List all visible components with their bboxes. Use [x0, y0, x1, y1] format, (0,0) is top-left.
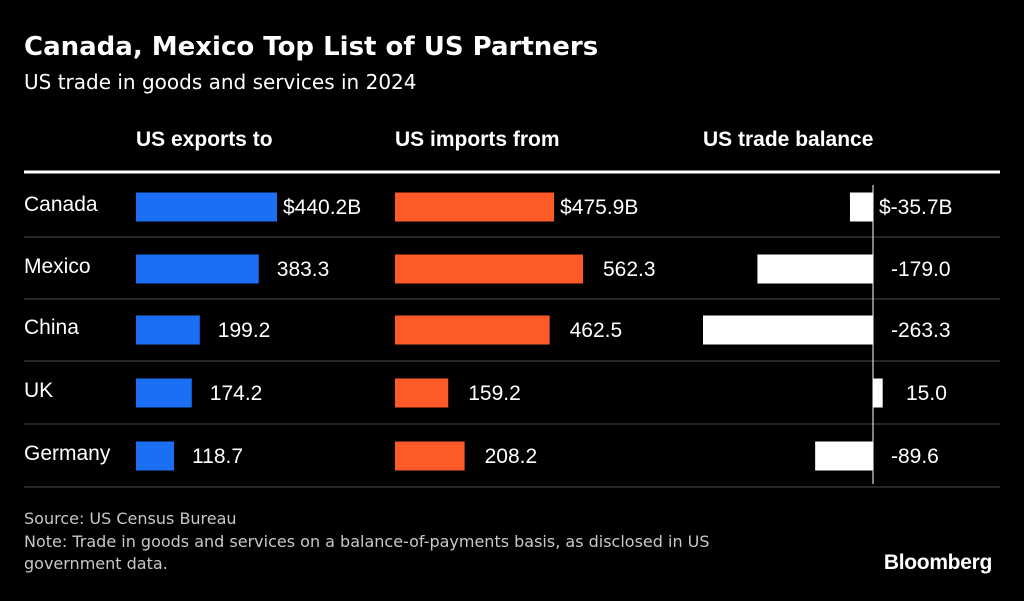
import-bar	[395, 315, 550, 345]
panel-header: US imports from	[395, 128, 560, 151]
export-value-label: 174.2	[210, 382, 263, 405]
balance-bar	[873, 378, 883, 408]
panel-header: US exports to	[136, 128, 273, 151]
export-value-label: 118.7	[192, 445, 243, 468]
category-label: UK	[24, 379, 53, 402]
bloomberg-logo: Bloomberg	[883, 551, 992, 574]
export-bar	[136, 192, 277, 222]
import-bar	[395, 192, 555, 222]
balance-value-label: -263.3	[891, 319, 951, 342]
chart-title: Canada, Mexico Top List of US Partners	[24, 32, 599, 62]
export-bar	[136, 315, 200, 345]
source-note: Source: US Census Bureau	[24, 509, 237, 528]
balance-bar	[703, 315, 873, 345]
trade-chart: US exports to US imports from US trade bal…	[24, 128, 1000, 488]
export-bar	[136, 441, 175, 471]
import-value-label: 562.3	[603, 258, 656, 281]
export-bar	[136, 254, 259, 284]
balance-value-label: -179.0	[891, 258, 951, 281]
category-label: Canada	[24, 193, 98, 216]
category-label: Germany	[24, 442, 111, 465]
category-label: China	[24, 316, 79, 339]
import-bar	[395, 254, 583, 284]
chart-subtitle: US trade in goods and services in 2024	[24, 70, 417, 94]
import-value-label: 208.2	[485, 445, 538, 468]
export-value-label: $440.2B	[283, 196, 361, 219]
export-value-label: 383.3	[277, 258, 330, 281]
import-value-label: 159.2	[468, 382, 521, 405]
export-bar	[136, 378, 192, 408]
balance-value-label: 15.0	[906, 382, 947, 405]
import-value-label: $475.9B	[560, 196, 638, 219]
import-bar	[395, 378, 449, 408]
import-value-label: 462.5	[570, 319, 623, 342]
balance-bar	[757, 254, 873, 284]
balance-bar	[815, 441, 873, 471]
export-value-label: 199.2	[218, 319, 271, 342]
balance-value-label: -89.6	[891, 445, 939, 468]
footnote: Note: Trade in goods and services on a b…	[24, 532, 710, 573]
panel-header: US trade balance	[703, 128, 873, 151]
import-bar	[395, 441, 465, 471]
balance-value-label: $-35.7B	[879, 196, 953, 219]
balance-bar	[849, 192, 873, 222]
category-label: Mexico	[24, 255, 91, 278]
